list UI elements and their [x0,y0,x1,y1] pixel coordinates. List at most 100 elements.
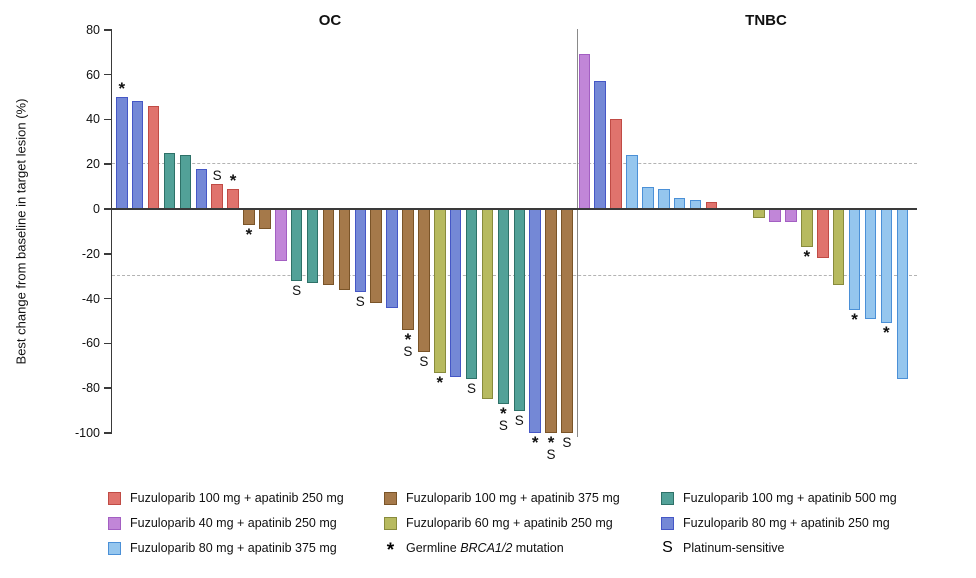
bar [195,168,207,209]
bar [529,209,541,433]
panel-separator [576,28,578,437]
legend-swatch-purple [108,516,121,530]
legend-label: Germline BRCA1/2 mutation [406,541,564,555]
legend-swatch-lightblue [108,541,121,555]
bar [801,209,813,248]
bar [497,209,510,404]
platinum-sensitive-mark: S [355,293,365,309]
legend-label: Fuzuloparib 100 mg + apatinib 500 mg [683,491,897,505]
bar [370,209,382,304]
bar [449,209,462,377]
legend-swatch-olive [384,516,397,530]
platinum-sensitive-mark: S [403,343,413,359]
bar [545,209,557,433]
bar [163,153,176,209]
bar [864,209,877,319]
zero-baseline [110,208,917,210]
platinum-sensitive-mark: S [467,381,477,397]
bar [817,209,829,259]
bar [481,209,494,400]
reference-line [112,163,917,165]
bar [465,209,478,380]
bar [642,186,654,209]
platinum-sensitive-mark: S [212,168,222,184]
bar [594,81,606,209]
brca-mutation-mark: * [883,323,890,343]
bar [610,119,622,209]
brca-mutation-mark: * [851,309,858,329]
legend-swatch-red [108,491,121,505]
y-tick [103,342,111,345]
legend-label: Platinum-sensitive [683,541,785,555]
legend-label: Fuzuloparib 80 mg + apatinib 375 mg [130,541,337,555]
brca-mutation-mark: * [547,433,555,452]
bar [116,97,128,209]
bar [769,209,781,223]
legend-label: Fuzuloparib 100 mg + apatinib 375 mg [406,491,620,505]
y-tick [103,73,111,76]
brca-mutation-mark: * [229,170,237,190]
legend-item: Fuzuloparib 40 mg + apatinib 250 mg [108,514,337,532]
y-tick-label: -80 [81,381,100,396]
y-tick-label: 60 [86,67,100,82]
y-axis-line [110,28,112,434]
y-tick-label: -40 [81,291,100,306]
y-tick [103,297,111,300]
bar [275,209,287,261]
bar [658,188,670,209]
bar [896,209,908,380]
y-tick-label: 40 [86,112,100,127]
y-tick-label: -100 [74,426,100,440]
bar [259,209,271,230]
brca-mutation-mark: * [404,329,412,349]
bar [338,209,351,290]
legend-item: Fuzuloparib 80 mg + apatinib 375 mg [108,539,337,557]
brca-mutation-mark: * [500,403,507,423]
y-tick [103,432,111,434]
bar [418,209,430,353]
y-tick-label: 0 [93,202,100,216]
platinum-sensitive-mark: S [292,282,302,298]
legend: Fuzuloparib 100 mg + apatinib 250 mg Fuzu… [0,481,976,571]
y-tick-label: -60 [81,336,100,351]
bar [578,54,590,209]
platinum-sensitive-mark: S [514,412,524,428]
legend-label: Fuzuloparib 60 mg + apatinib 250 mg [406,516,613,530]
bar [211,184,223,209]
bar [753,209,765,218]
bar [179,155,192,209]
legend-swatch-teal [661,491,674,505]
bar [306,209,319,283]
bar [626,155,638,209]
y-tick [103,208,111,210]
legend-item: Fuzuloparib 100 mg + apatinib 500 mg [661,489,897,507]
y-tick-label: -20 [81,246,100,261]
y-tick [103,387,111,389]
bar [290,209,303,281]
legend-swatch-brown [384,491,397,505]
panel-title-oc: OC [318,12,342,29]
y-tick [103,118,111,121]
bar [513,209,525,411]
brca-mutation-mark: * [436,372,444,392]
legend-label: Fuzuloparib 40 mg + apatinib 250 mg [130,516,337,530]
platinum-sensitive-mark: S [498,417,508,433]
y-tick-label: 80 [86,22,100,37]
panel-title-tnbc: TNBC [745,12,787,29]
brca-mutation-mark: * [803,247,811,267]
bar [386,209,398,308]
bar [354,209,366,292]
platinum-sensitive-mark: S [546,447,556,462]
bar [832,209,845,286]
bar [880,209,893,324]
bar [322,209,335,286]
legend-label: Fuzuloparib 100 mg + apatinib 250 mg [130,491,344,505]
legend-item: * Germline BRCA1/2 mutation [384,539,564,560]
brca-mutation-mark: * [118,79,126,98]
bar [147,105,160,209]
y-tick [103,253,111,255]
legend-item: Fuzuloparib 60 mg + apatinib 250 mg [384,514,613,532]
y-tick [103,163,111,165]
legend-item: Fuzuloparib 80 mg + apatinib 250 mg [661,514,890,532]
